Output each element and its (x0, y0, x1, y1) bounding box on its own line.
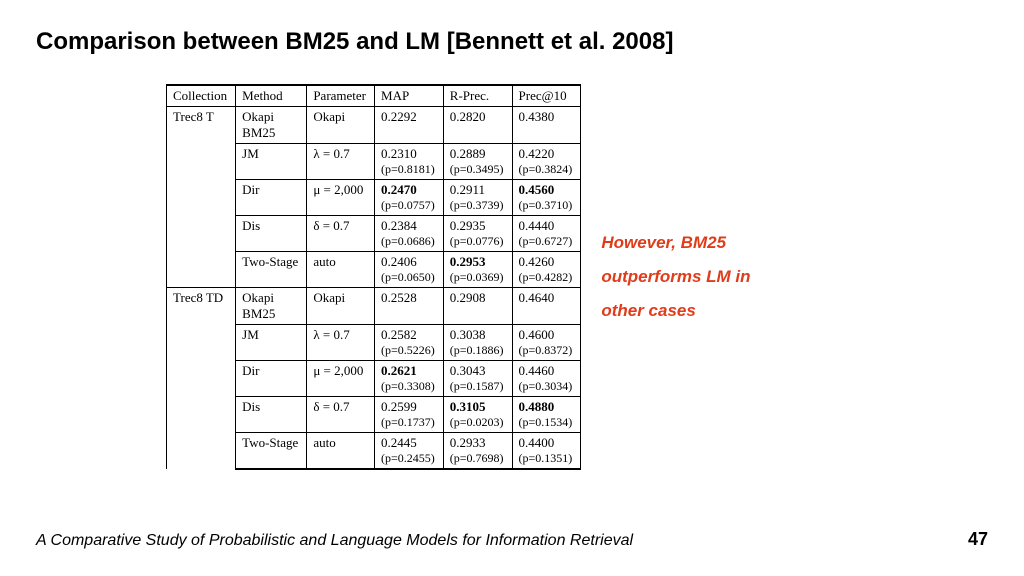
cell-method: Dir (236, 180, 307, 216)
cell-p10: 0.4600(p=0.8372) (512, 325, 581, 361)
cell-map: 0.2445(p=0.2455) (375, 433, 444, 470)
content-row: Collection Method Parameter MAP R-Prec. … (36, 84, 988, 470)
cell-rprec: 0.2889(p=0.3495) (443, 144, 512, 180)
comparison-table: Collection Method Parameter MAP R-Prec. … (166, 84, 581, 470)
cell-parameter: auto (307, 252, 375, 288)
cell-method: Dir (236, 361, 307, 397)
cell-map: 0.2292 (375, 107, 444, 144)
cell-parameter: μ = 2,000 (307, 361, 375, 397)
cell-parameter: δ = 0.7 (307, 397, 375, 433)
cell-p10: 0.4560(p=0.3710) (512, 180, 581, 216)
cell-parameter: λ = 0.7 (307, 144, 375, 180)
cell-p10: 0.4260(p=0.4282) (512, 252, 581, 288)
cell-map: 0.2384(p=0.0686) (375, 216, 444, 252)
cell-method: OkapiBM25 (236, 107, 307, 144)
cell-method: JM (236, 144, 307, 180)
cell-map: 0.2621(p=0.3308) (375, 361, 444, 397)
cell-collection: Trec8 T (167, 107, 236, 288)
cell-method: JM (236, 325, 307, 361)
col-p10: Prec@10 (512, 85, 581, 107)
cell-parameter: Okapi (307, 107, 375, 144)
cell-parameter: μ = 2,000 (307, 180, 375, 216)
cell-p10: 0.4440(p=0.6727) (512, 216, 581, 252)
cell-map: 0.2310(p=0.8181) (375, 144, 444, 180)
col-rprec: R-Prec. (443, 85, 512, 107)
footer: A Comparative Study of Probabilistic and… (36, 529, 988, 550)
cell-rprec: 0.2908 (443, 288, 512, 325)
cell-map: 0.2599(p=0.1737) (375, 397, 444, 433)
cell-parameter: Okapi (307, 288, 375, 325)
cell-collection: Trec8 TD (167, 288, 236, 470)
cell-parameter: auto (307, 433, 375, 470)
table-body: Trec8 TOkapiBM25Okapi0.22920.28200.4380J… (167, 107, 581, 470)
cell-rprec: 0.3105(p=0.0203) (443, 397, 512, 433)
cell-parameter: λ = 0.7 (307, 325, 375, 361)
cell-p10: 0.4380 (512, 107, 581, 144)
side-annotation: However, BM25 outperforms LM in other ca… (601, 226, 771, 328)
footer-caption: A Comparative Study of Probabilistic and… (36, 532, 633, 550)
cell-method: Two-Stage (236, 433, 307, 470)
page-number: 47 (968, 529, 988, 550)
cell-method: OkapiBM25 (236, 288, 307, 325)
cell-parameter: δ = 0.7 (307, 216, 375, 252)
cell-rprec: 0.2911(p=0.3739) (443, 180, 512, 216)
col-collection: Collection (167, 85, 236, 107)
cell-rprec: 0.2935(p=0.0776) (443, 216, 512, 252)
cell-p10: 0.4220(p=0.3824) (512, 144, 581, 180)
cell-map: 0.2406(p=0.0650) (375, 252, 444, 288)
cell-method: Dis (236, 397, 307, 433)
cell-rprec: 0.2933(p=0.7698) (443, 433, 512, 470)
col-parameter: Parameter (307, 85, 375, 107)
cell-map: 0.2470(p=0.0757) (375, 180, 444, 216)
cell-method: Two-Stage (236, 252, 307, 288)
cell-rprec: 0.3043(p=0.1587) (443, 361, 512, 397)
cell-rprec: 0.3038(p=0.1886) (443, 325, 512, 361)
table-row: Trec8 TOkapiBM25Okapi0.22920.28200.4380 (167, 107, 581, 144)
comparison-table-wrap: Collection Method Parameter MAP R-Prec. … (166, 84, 581, 470)
cell-p10: 0.4460(p=0.3034) (512, 361, 581, 397)
cell-method: Dis (236, 216, 307, 252)
cell-p10: 0.4640 (512, 288, 581, 325)
cell-p10: 0.4880(p=0.1534) (512, 397, 581, 433)
cell-map: 0.2582(p=0.5226) (375, 325, 444, 361)
cell-map: 0.2528 (375, 288, 444, 325)
col-method: Method (236, 85, 307, 107)
slide-title: Comparison between BM25 and LM [Bennett … (36, 28, 988, 56)
col-map: MAP (375, 85, 444, 107)
cell-rprec: 0.2820 (443, 107, 512, 144)
table-header-row: Collection Method Parameter MAP R-Prec. … (167, 85, 581, 107)
cell-rprec: 0.2953(p=0.0369) (443, 252, 512, 288)
table-row: Trec8 TDOkapiBM25Okapi0.25280.29080.4640 (167, 288, 581, 325)
cell-p10: 0.4400(p=0.1351) (512, 433, 581, 470)
